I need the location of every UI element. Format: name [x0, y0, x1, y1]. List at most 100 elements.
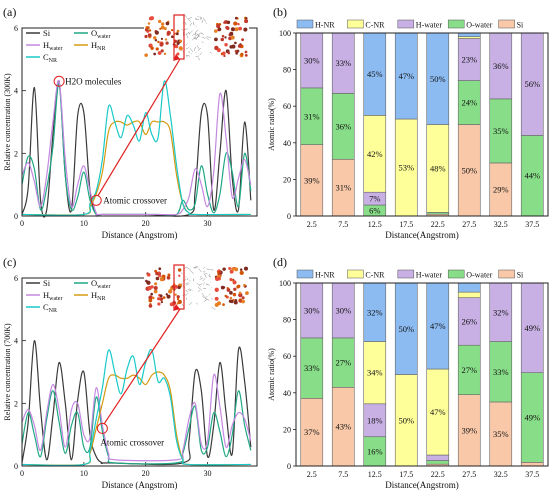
atom [153, 36, 157, 40]
polymer-bond [186, 267, 191, 270]
bar-segment [426, 454, 450, 461]
atom [178, 274, 181, 277]
x-tick-label: 7.5 [338, 220, 348, 229]
polymer-bond [180, 272, 183, 275]
atom [144, 34, 148, 39]
atom [161, 22, 165, 26]
polymer-bond [192, 33, 197, 36]
x-tick-label: 20 [142, 469, 150, 478]
y-axis-label: Relative concentration (700K) [3, 323, 12, 421]
data-label: 53% [398, 163, 414, 173]
molecular-snapshot [144, 264, 249, 310]
legend-entry: CNR [43, 302, 57, 314]
atom [155, 271, 159, 276]
x-tick-label: 0 [20, 219, 24, 228]
polymer-bond [191, 37, 196, 41]
atom [150, 285, 154, 289]
polymer-bond [211, 297, 213, 300]
x-tick-label: 32.5 [494, 470, 508, 479]
atom [244, 53, 248, 57]
annotation-circle [90, 194, 102, 206]
atom [166, 275, 171, 280]
x-axis-label: Distance(Angstrom) [385, 480, 458, 490]
polymer-bond [185, 54, 191, 57]
atom [224, 43, 228, 47]
data-label: 31% [335, 183, 351, 193]
y-axis-label: Atomic ratio(%) [267, 98, 276, 151]
atom [162, 296, 166, 299]
polymer-bond [185, 282, 189, 285]
polymer-bond [193, 266, 197, 269]
data-label: 30% [335, 305, 351, 315]
atom [232, 280, 237, 285]
atom [229, 291, 233, 295]
polymer-bond [195, 55, 199, 57]
polymer-bond [186, 34, 189, 39]
legend-entry: O-water [466, 271, 493, 280]
atom [144, 53, 148, 57]
polymer-bond [199, 32, 203, 35]
atom [229, 269, 234, 274]
y-tick-label: 80 [283, 316, 291, 325]
molecular-snapshot [144, 13, 249, 61]
polymer-bond [202, 277, 206, 282]
atom [179, 39, 183, 43]
arrowhead [173, 304, 180, 311]
x-tick-label: 30 [204, 469, 212, 478]
polymer-bond [187, 289, 191, 291]
polymer-bond [209, 273, 211, 278]
plot-frame [295, 32, 549, 217]
x-tick-label: 12.5 [368, 470, 382, 479]
polymer-bond [185, 47, 190, 50]
atom [239, 270, 244, 276]
data-label: 26% [461, 316, 477, 326]
data-label: 36% [335, 121, 351, 131]
polymer-bond [207, 36, 211, 38]
atom [159, 277, 164, 282]
atom [177, 285, 181, 290]
annotation-label: H2O molecules [65, 76, 122, 86]
polymer-bond [189, 48, 194, 53]
atom [222, 303, 225, 306]
atom [163, 52, 167, 56]
polymer-bond [205, 22, 208, 24]
legend-entry: H-water [416, 21, 443, 30]
data-label: 32% [493, 307, 509, 317]
series-line [21, 373, 252, 462]
polymer-bond [194, 266, 198, 269]
atom [175, 32, 179, 36]
atom [232, 292, 237, 297]
legend-entry: Owater [91, 278, 110, 290]
legend-swatch [397, 19, 415, 29]
atom [147, 22, 151, 25]
atom [229, 31, 234, 36]
legend: Si Owater Hwater HNR CNR [26, 28, 110, 64]
legend-swatch [498, 19, 515, 29]
legend-swatch [347, 19, 364, 29]
data-label: 23% [461, 55, 477, 65]
polymer-bond [185, 283, 190, 286]
atom [176, 52, 180, 56]
atom [154, 269, 158, 273]
atom [230, 35, 235, 40]
legend-entry: Hwater [43, 290, 62, 302]
atom [150, 46, 154, 50]
legend-entry: H-water [416, 271, 443, 280]
legend: Si Owater Hwater HNR CNR [26, 278, 110, 314]
legend-swatch [347, 269, 364, 279]
polymer-bond [203, 298, 208, 303]
legend-swatch [397, 269, 415, 279]
atom [214, 296, 219, 301]
series-line [21, 80, 251, 216]
atom [235, 16, 238, 20]
atom [157, 51, 162, 55]
polymer-bond [202, 295, 207, 300]
atom [158, 267, 162, 271]
atom [167, 273, 171, 277]
polymer-bond [181, 282, 184, 285]
polymer-bond [185, 43, 188, 46]
atom [159, 294, 163, 298]
atom [237, 284, 241, 288]
data-label: 39% [461, 425, 477, 435]
data-label: 35% [493, 126, 509, 136]
